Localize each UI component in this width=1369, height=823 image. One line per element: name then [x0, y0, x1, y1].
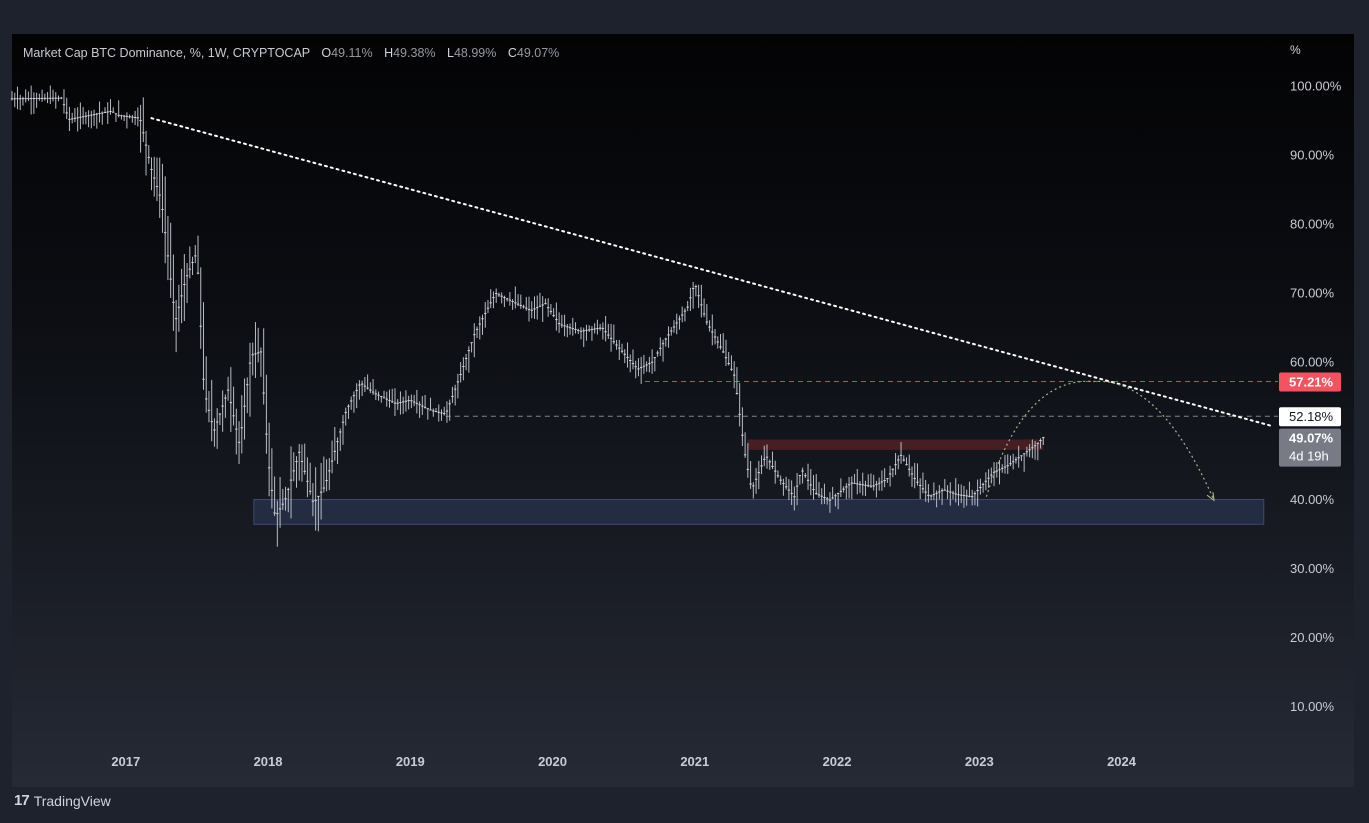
y-tick-label: 20.00% — [1290, 630, 1335, 645]
x-tick-label: 2021 — [680, 754, 709, 769]
close-label: C — [507, 46, 517, 60]
last-price-label-bg — [1279, 428, 1341, 467]
last-price-label: 49.07% — [1289, 431, 1334, 446]
resistance-price-label-bg — [1279, 372, 1341, 392]
resistance-zone — [747, 439, 1044, 450]
descending-trendline — [150, 117, 1272, 427]
level-price-label: 52.18% — [1289, 409, 1334, 424]
x-tick-label: 2019 — [396, 754, 425, 769]
x-tick-label: 2023 — [965, 754, 994, 769]
x-tick-label: 2024 — [1107, 754, 1137, 769]
close-value: 49.07% — [516, 46, 560, 60]
y-tick-label: 70.00% — [1290, 285, 1335, 300]
level-price-label-bg — [1279, 407, 1341, 427]
y-tick-label: 60.00% — [1290, 354, 1335, 369]
open-label: O — [321, 46, 332, 60]
high-value: 49.38% — [393, 46, 436, 60]
y-tick-label: 80.00% — [1290, 216, 1335, 231]
candles-group — [10, 85, 1045, 547]
y-tick-label: 90.00% — [1290, 147, 1335, 162]
resistance-price-label: 57.21% — [1289, 375, 1334, 390]
y-tick-label: 30.00% — [1290, 561, 1335, 576]
projection-curve — [985, 380, 1215, 501]
chart-pane[interactable] — [12, 34, 1354, 787]
tradingview-mark-icon: 17 — [14, 792, 30, 809]
support-zone — [253, 498, 1265, 525]
y-tick-label: 40.00% — [1290, 492, 1335, 507]
low-value: 48.99% — [453, 46, 497, 60]
x-tick-label: 2018 — [254, 754, 283, 769]
chart-legend: Market Cap BTC Dominance, %, 1W, CRYPTOC… — [23, 46, 559, 60]
high-label: H — [384, 46, 394, 60]
brand-name: TradingView — [33, 792, 111, 809]
open-value: 49.11% — [331, 46, 373, 60]
x-tick-label: 2022 — [823, 754, 852, 769]
symbol-title: Market Cap BTC Dominance, %, 1W, CRYPTOC… — [23, 46, 310, 60]
price-scale-unit: % — [1290, 43, 1301, 57]
tradingview-logo[interactable]: 17 TradingView — [14, 792, 111, 809]
bar-countdown-label: 4d 19h — [1289, 449, 1329, 464]
x-tick-label: 2017 — [111, 754, 140, 769]
low-label: L — [447, 46, 454, 60]
y-tick-label: 100.00% — [1290, 78, 1342, 93]
projection-arrowhead — [1206, 492, 1215, 502]
x-tick-label: 2020 — [538, 754, 567, 769]
y-tick-label: 10.00% — [1290, 699, 1335, 714]
